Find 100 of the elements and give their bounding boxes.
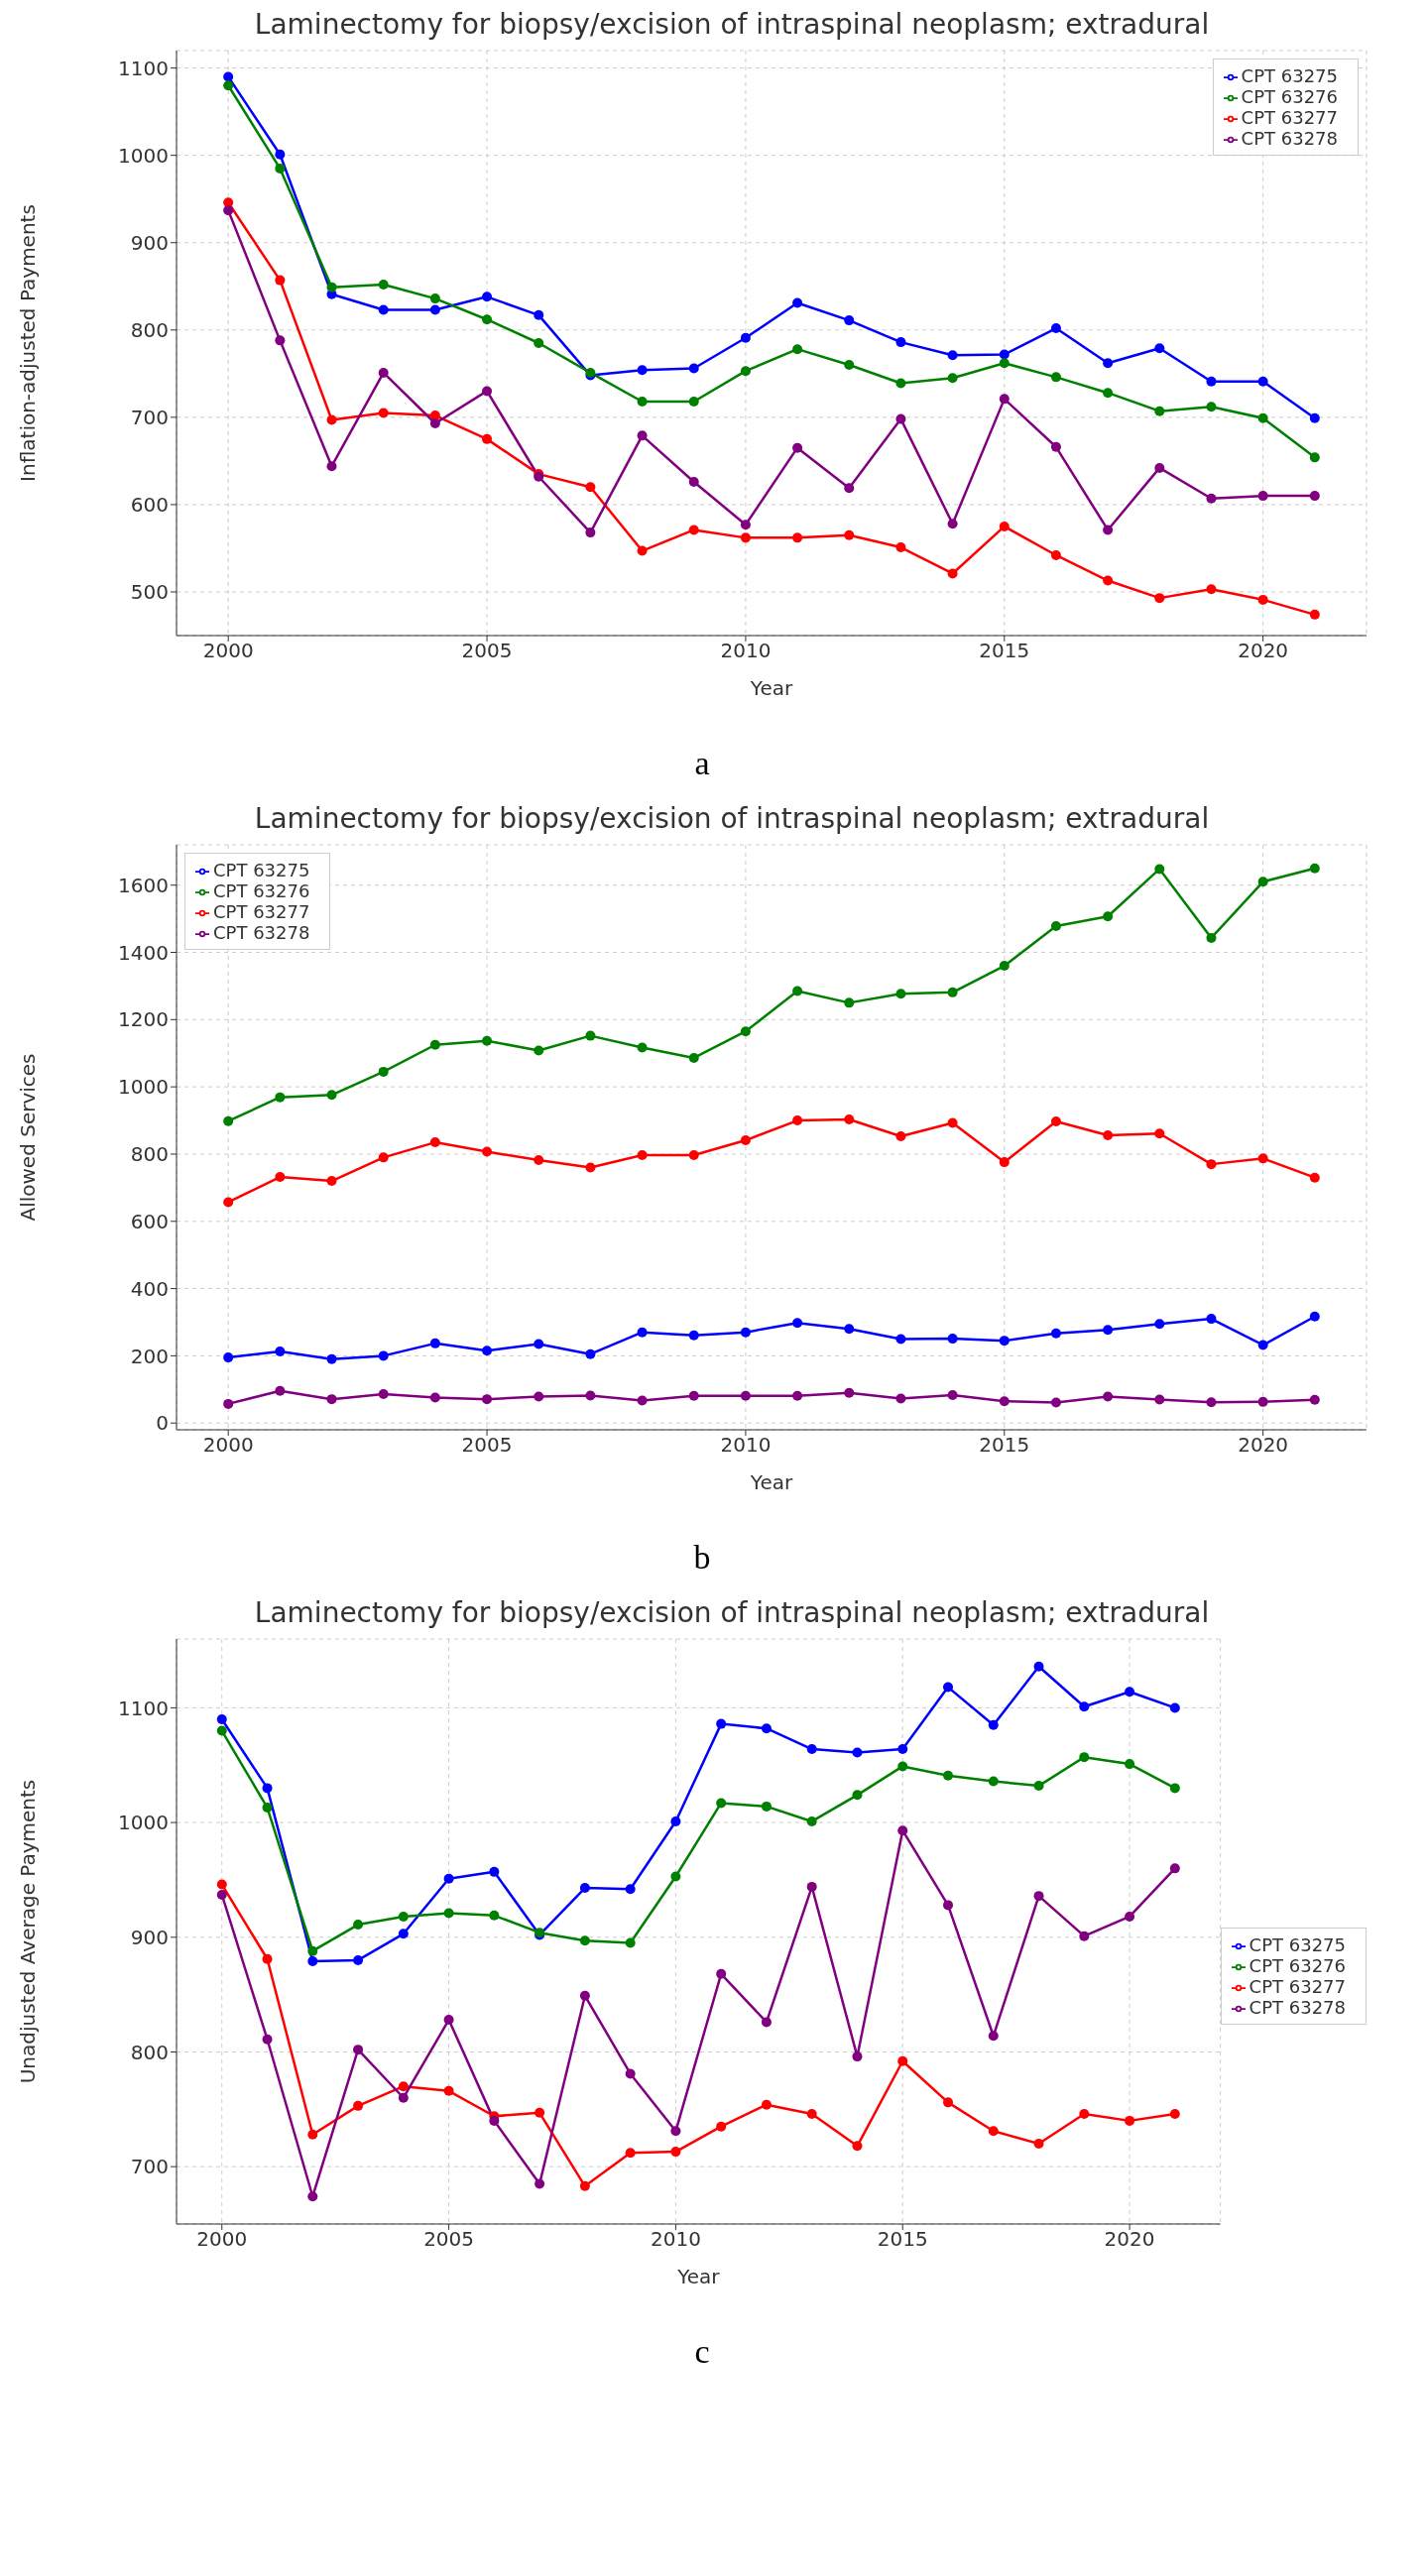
x-tick-label: 2005 (461, 639, 513, 663)
point (688, 1149, 699, 1160)
point (378, 304, 389, 315)
legend-label: CPT 63277 (213, 901, 310, 922)
point (262, 1783, 273, 1794)
point (326, 1353, 337, 1364)
point (844, 360, 855, 371)
point (895, 1334, 906, 1345)
point (792, 442, 803, 453)
point (585, 1162, 596, 1173)
point (585, 1348, 596, 1359)
x-tick-label: 2000 (202, 639, 254, 663)
point (625, 2148, 636, 2159)
point (223, 1115, 234, 1126)
point (1169, 1783, 1180, 1794)
text: c (693, 2333, 711, 2371)
point (1257, 1396, 1268, 1407)
point (1050, 921, 1061, 932)
point (1206, 402, 1217, 412)
point (943, 2097, 953, 2108)
y-tick-label: 400 (130, 1276, 169, 1301)
point (1154, 1319, 1165, 1330)
point (1033, 1781, 1044, 1792)
point (1033, 2139, 1044, 2150)
y-tick-label: 1100 (118, 1696, 169, 1720)
point (275, 1346, 286, 1356)
point (670, 2147, 681, 2158)
point (585, 1390, 596, 1401)
x-tick-label: 2020 (1238, 639, 1289, 663)
point (761, 2099, 772, 2110)
point (1103, 911, 1114, 922)
point (378, 1350, 389, 1361)
point (625, 1937, 636, 1948)
point (1154, 406, 1165, 416)
point (1154, 1394, 1165, 1405)
point (216, 1725, 227, 1736)
point (1154, 343, 1165, 354)
legend-label: CPT 63276 (1249, 1955, 1346, 1976)
point (1257, 1153, 1268, 1164)
point (1079, 1701, 1090, 1712)
point (326, 414, 337, 425)
point (579, 1883, 590, 1894)
point (688, 525, 699, 535)
point (1206, 584, 1217, 595)
point (897, 1761, 908, 1772)
point (534, 1155, 544, 1166)
point (1154, 864, 1165, 875)
point (429, 304, 440, 315)
point (429, 293, 440, 304)
point (1079, 1752, 1090, 1763)
point (688, 1052, 699, 1063)
point (1103, 1325, 1114, 1336)
point (1206, 493, 1217, 504)
point (378, 1066, 389, 1077)
y-tick-label: 900 (130, 1925, 169, 1949)
point (637, 430, 648, 441)
point (806, 1744, 817, 1755)
point (1125, 1687, 1135, 1698)
point (1050, 1328, 1061, 1339)
point (1125, 2115, 1135, 2126)
point (1206, 932, 1217, 943)
point (852, 1747, 863, 1758)
point (792, 344, 803, 355)
point (443, 2085, 454, 2096)
point (1103, 388, 1114, 399)
point (792, 1390, 803, 1401)
point (216, 1889, 227, 1900)
point (378, 1152, 389, 1163)
chart-title: Laminectomy for biopsy/excision of intraspinal neoplasm; extradural (253, 1596, 1211, 1629)
x-tick-label: 2010 (720, 639, 772, 663)
y-tick-label: 500 (130, 580, 169, 605)
point (275, 335, 286, 346)
point (806, 2108, 817, 2119)
point (1309, 1311, 1320, 1322)
point (579, 2180, 590, 2191)
point (895, 989, 906, 999)
legend-label: CPT 63276 (213, 880, 310, 901)
point (637, 397, 648, 407)
point (429, 1392, 440, 1403)
point (223, 71, 234, 82)
point (637, 365, 648, 376)
y-tick-label: 600 (130, 1209, 169, 1233)
y-tick-label: 1000 (118, 143, 169, 168)
point (1033, 1891, 1044, 1902)
chart-title: Laminectomy for biopsy/excision of intraspinal neoplasm; extradural (253, 8, 1211, 41)
point (1309, 1172, 1320, 1183)
text: b (692, 1539, 712, 1577)
point (844, 315, 855, 326)
x-tick-label: 2015 (979, 1433, 1030, 1458)
point (688, 363, 699, 374)
point (716, 1718, 727, 1729)
y-tick-label: 1100 (118, 56, 169, 80)
point (844, 529, 855, 540)
point (326, 1176, 337, 1187)
point (482, 1346, 493, 1356)
legend-label: CPT 63278 (1249, 1997, 1346, 2018)
legend-label: CPT 63275 (1241, 65, 1338, 86)
point (378, 280, 389, 290)
point (307, 2191, 318, 2202)
point (895, 1130, 906, 1141)
